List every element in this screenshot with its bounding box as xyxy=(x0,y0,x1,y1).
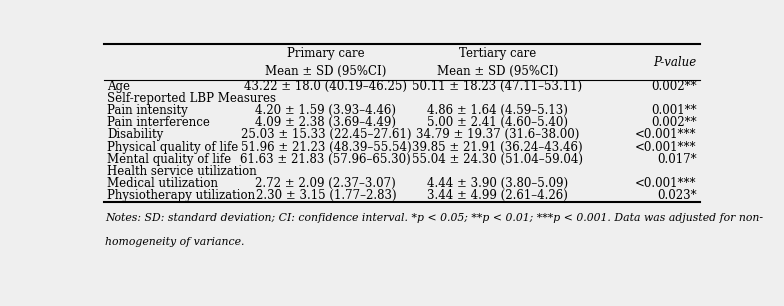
Text: Primary care
Mean ± SD (95%CI): Primary care Mean ± SD (95%CI) xyxy=(265,47,387,77)
Text: 2.30 ± 3.15 (1.77–2.83): 2.30 ± 3.15 (1.77–2.83) xyxy=(256,189,396,202)
Text: Physiotherapy utilization: Physiotherapy utilization xyxy=(107,189,256,202)
Text: Pain intensity: Pain intensity xyxy=(107,104,188,117)
Text: Notes: SD: standard deviation; CI: confidence interval. *p < 0.05; **p < 0.01; *: Notes: SD: standard deviation; CI: confi… xyxy=(105,214,764,223)
Text: 61.63 ± 21.83 (57.96–65.30): 61.63 ± 21.83 (57.96–65.30) xyxy=(241,153,412,166)
Text: Medical utilization: Medical utilization xyxy=(107,177,218,190)
Text: 0.001**: 0.001** xyxy=(651,104,696,117)
Text: 39.85 ± 21.91 (36.24–43.46): 39.85 ± 21.91 (36.24–43.46) xyxy=(412,140,583,154)
Text: <0.001***: <0.001*** xyxy=(635,140,696,154)
Text: 43.22 ± 18.0 (40.19–46.25): 43.22 ± 18.0 (40.19–46.25) xyxy=(245,80,408,93)
Text: 50.11 ± 18.23 (47.11–53.11): 50.11 ± 18.23 (47.11–53.11) xyxy=(412,80,583,93)
Text: 34.79 ± 19.37 (31.6–38.00): 34.79 ± 19.37 (31.6–38.00) xyxy=(416,129,579,141)
Text: homogeneity of variance.: homogeneity of variance. xyxy=(105,237,245,247)
Text: Physical quality of life: Physical quality of life xyxy=(107,140,238,154)
Text: Health service utilization: Health service utilization xyxy=(107,165,257,178)
Text: 0.002**: 0.002** xyxy=(651,116,696,129)
Text: 51.96 ± 21.23 (48.39–55.54): 51.96 ± 21.23 (48.39–55.54) xyxy=(241,140,411,154)
Text: 2.72 ± 2.09 (2.37–3.07): 2.72 ± 2.09 (2.37–3.07) xyxy=(256,177,396,190)
Text: Self-reported LBP Measures: Self-reported LBP Measures xyxy=(107,92,276,105)
Text: P-value: P-value xyxy=(653,56,696,69)
Text: 0.017*: 0.017* xyxy=(657,153,696,166)
Text: 55.04 ± 24.30 (51.04–59.04): 55.04 ± 24.30 (51.04–59.04) xyxy=(412,153,583,166)
Text: 5.00 ± 2.41 (4.60–5.40): 5.00 ± 2.41 (4.60–5.40) xyxy=(427,116,568,129)
Text: Tertiary care
Mean ± SD (95%CI): Tertiary care Mean ± SD (95%CI) xyxy=(437,47,558,77)
Text: <0.001***: <0.001*** xyxy=(635,129,696,141)
Text: 4.44 ± 3.90 (3.80–5.09): 4.44 ± 3.90 (3.80–5.09) xyxy=(427,177,568,190)
Text: 4.86 ± 1.64 (4.59–5.13): 4.86 ± 1.64 (4.59–5.13) xyxy=(427,104,568,117)
Text: Mental quality of life: Mental quality of life xyxy=(107,153,231,166)
Text: Pain interference: Pain interference xyxy=(107,116,210,129)
Text: 0.002**: 0.002** xyxy=(651,80,696,93)
Text: 4.20 ± 1.59 (3.93–4.46): 4.20 ± 1.59 (3.93–4.46) xyxy=(256,104,397,117)
Text: 0.023*: 0.023* xyxy=(657,189,696,202)
Text: 3.44 ± 4.99 (2.61–4.26): 3.44 ± 4.99 (2.61–4.26) xyxy=(427,189,568,202)
Text: 25.03 ± 15.33 (22.45–27.61): 25.03 ± 15.33 (22.45–27.61) xyxy=(241,129,411,141)
Text: <0.001***: <0.001*** xyxy=(635,177,696,190)
Text: Age: Age xyxy=(107,80,130,93)
Text: 4.09 ± 2.38 (3.69–4.49): 4.09 ± 2.38 (3.69–4.49) xyxy=(256,116,397,129)
Text: Disability: Disability xyxy=(107,129,163,141)
